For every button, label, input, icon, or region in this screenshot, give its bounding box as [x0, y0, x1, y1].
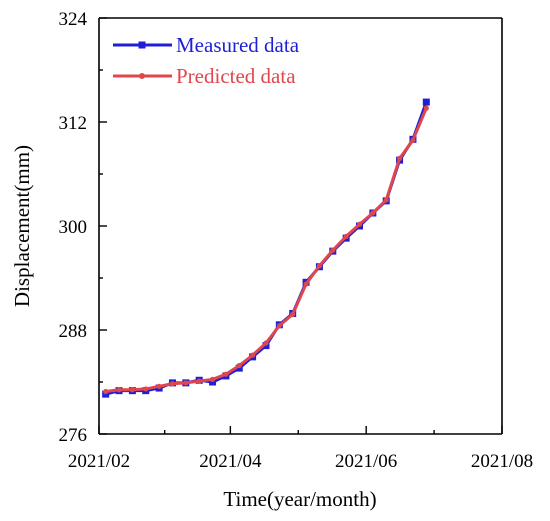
data-point — [236, 362, 242, 369]
x-tick-label: 2021/08 — [471, 451, 533, 472]
y-tick-label: 300 — [59, 217, 88, 238]
legend-label-measured: Measured data — [176, 33, 300, 57]
data-point — [396, 155, 403, 161]
y-tick-label: 324 — [59, 9, 88, 30]
data-point — [103, 388, 109, 395]
y-tick-label: 276 — [59, 425, 88, 446]
series-layer — [102, 98, 430, 398]
y-tick-label: 312 — [59, 113, 88, 134]
data-point — [143, 386, 149, 392]
data-point — [343, 233, 349, 239]
y-tick-label: 288 — [59, 321, 88, 342]
ticks: 2021/02 2021/04 2021/06 2021/08 276 288 300 312… — [59, 9, 534, 472]
data-point — [316, 263, 323, 269]
data-point — [276, 323, 282, 329]
data-point — [383, 197, 389, 203]
data-point — [330, 247, 336, 253]
data-point — [183, 380, 189, 386]
data-point — [423, 105, 429, 111]
legend-marker-measured — [138, 41, 146, 49]
data-point — [169, 381, 176, 387]
x-tick-label: 2021/02 — [68, 451, 130, 472]
data-point — [410, 137, 416, 143]
x-tick-label: 2021/06 — [335, 451, 397, 472]
data-point — [235, 364, 243, 372]
data-point — [370, 210, 376, 216]
data-point — [250, 352, 256, 358]
data-point — [356, 221, 363, 227]
data-point — [422, 98, 430, 106]
x-tick-label: 2021/04 — [199, 451, 262, 472]
data-point — [209, 376, 216, 382]
data-point — [116, 387, 122, 393]
data-point — [102, 390, 110, 398]
series-line — [105, 101, 428, 396]
data-point — [196, 378, 202, 384]
data-point — [129, 387, 135, 393]
data-point — [263, 340, 269, 346]
data-point — [223, 371, 229, 377]
data-point — [290, 311, 296, 317]
data-point — [156, 383, 162, 389]
legend: Measured data Predicted data — [113, 33, 300, 88]
y-axis-title: Displacement(mm) — [10, 145, 34, 307]
data-point — [209, 378, 217, 386]
legend-marker-predicted — [139, 73, 145, 79]
x-axis-title: Time(year/month) — [223, 487, 376, 511]
legend-item-predicted: Predicted data — [113, 64, 296, 88]
series-measured — [102, 98, 430, 398]
data-point — [303, 281, 309, 287]
series-predicted — [103, 105, 429, 395]
data-point — [262, 342, 270, 350]
legend-item-measured: Measured data — [113, 33, 300, 57]
axes — [98, 17, 503, 435]
legend-label-predicted: Predicted data — [176, 64, 296, 88]
